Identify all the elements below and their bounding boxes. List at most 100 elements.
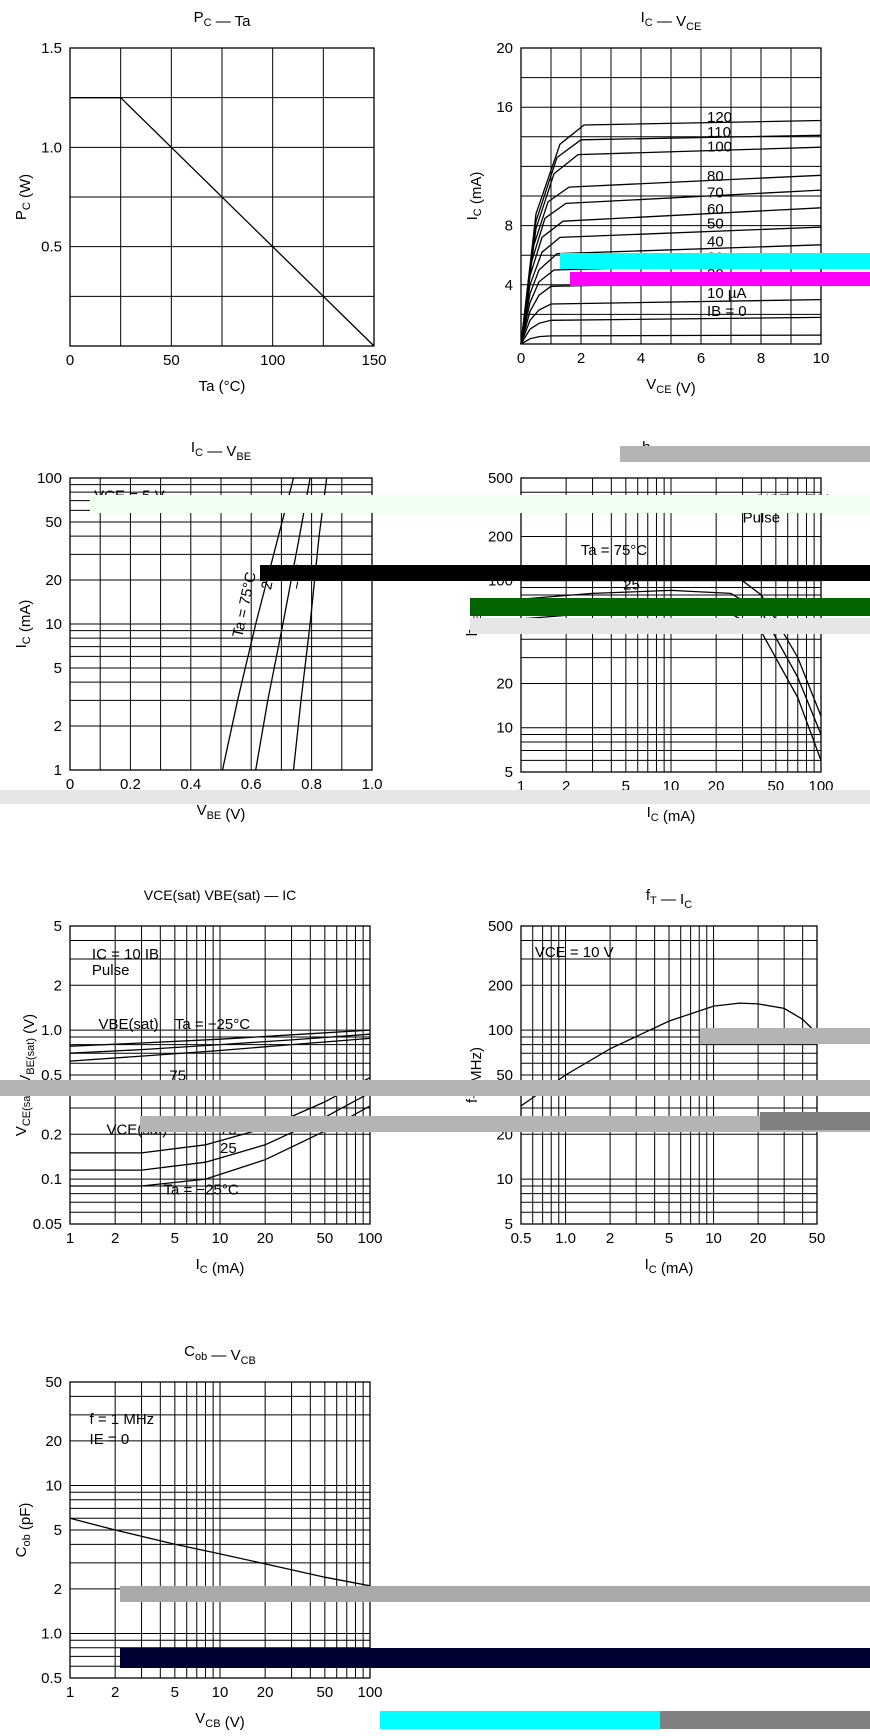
y-tick-label: 500 [488, 470, 513, 487]
y-tick-label: 1.5 [41, 40, 62, 57]
x-axis-label: IC (mA) [196, 1256, 245, 1277]
annotation-label: 40 [707, 233, 724, 250]
x-tick-label: 0 [66, 776, 74, 793]
annotation-label: IC = 10 IB [92, 946, 159, 963]
x-tick-label: 0.4 [180, 776, 201, 793]
y-tick-label: 5 [54, 1522, 62, 1539]
scan-artifact-band [570, 272, 870, 286]
x-tick-label: 0.5 [511, 1230, 532, 1247]
scan-artifact-band [470, 618, 870, 634]
scan-artifact-band [0, 1080, 870, 1096]
series-line-2 [255, 477, 311, 771]
chart-title: PC — Ta [194, 9, 252, 30]
annotation-label: 60 [707, 201, 724, 218]
scan-artifact-band [620, 446, 870, 462]
x-tick-label: 5 [622, 778, 630, 795]
y-axis-label: VCE(sat) VBE(sat) (V) [13, 1014, 38, 1136]
y-tick-label: 200 [488, 977, 513, 994]
x-tick-label: 100 [260, 352, 285, 369]
x-tick-label: 0.2 [120, 776, 141, 793]
x-axis-label: IC (mA) [647, 804, 696, 825]
x-tick-label: 1.0 [555, 1230, 576, 1247]
y-tick-label: 50 [496, 1067, 513, 1084]
series-line-2 [520, 589, 822, 735]
scan-artifact-band [380, 1711, 660, 1729]
y-tick-label: 1 [54, 762, 62, 779]
x-tick-label: 10 [705, 1230, 722, 1247]
x-tick-label: 1.0 [362, 776, 383, 793]
scan-artifact-band [0, 790, 870, 804]
chart-pc-ta: 0 50 100 150 0.5 1.0 1.5 PC — Ta Ta (°C) PC (W) [13, 9, 387, 395]
annotation-label: VCE = 10 V [535, 944, 614, 961]
series-line-1 [69, 1029, 371, 1047]
x-tick-label: 50 [809, 1230, 826, 1247]
annotation-label: 25 [220, 1140, 237, 1157]
scan-artifact-band [120, 1586, 870, 1602]
y-axis-label: IC (mA) [464, 172, 485, 221]
x-tick-label: 0.8 [301, 776, 322, 793]
scan-artifact-band [560, 253, 870, 269]
plot-frame [520, 925, 818, 1225]
y-tick-label: 50 [45, 1374, 62, 1391]
y-axis-label: PC (W) [13, 174, 34, 220]
series-line-1 [520, 1002, 818, 1107]
annotation-label: VBE(sat) [99, 1016, 159, 1033]
y-tick-label: 8 [505, 218, 513, 235]
x-tick-label: 100 [357, 1684, 382, 1701]
y-tick-label: 10 [45, 1477, 62, 1494]
plot-frame [69, 1381, 371, 1679]
series-line-1 [520, 334, 822, 345]
x-axis-label: Ta (°C) [199, 378, 246, 395]
annotation-label: Ta = −25°C [163, 1181, 238, 1198]
x-tick-label: 20 [257, 1230, 274, 1247]
y-tick-label: 5 [505, 764, 513, 781]
y-axis-label: Cob (pF) [13, 1503, 34, 1558]
series-line-7 [520, 226, 822, 345]
series-line-2 [69, 1033, 371, 1054]
series-line-5 [70, 1092, 371, 1171]
y-tick-label: 20 [496, 40, 513, 57]
y-tick-label: 5 [54, 918, 62, 935]
chart-title: Cob — VCB [184, 1343, 256, 1367]
x-tick-label: 50 [317, 1230, 334, 1247]
series-line-1 [69, 1517, 371, 1587]
y-tick-label: 1.0 [41, 139, 62, 156]
x-tick-label: 6 [697, 350, 705, 367]
x-tick-label: 0 [517, 350, 525, 367]
y-tick-label: 0.5 [41, 1067, 62, 1084]
y-tick-label: 4 [505, 277, 513, 294]
chart-cob-vcb: 1 2 5 10 20 50 100 0.5 1.0 2 5 10 20 50 Cob — VCB VCB (… [13, 1343, 383, 1731]
grid [69, 477, 373, 771]
x-tick-label: 2 [111, 1230, 119, 1247]
x-tick-label: 10 [212, 1684, 229, 1701]
scan-artifact-band [470, 598, 870, 616]
series-line-3 [520, 298, 822, 345]
annotation-label: 110 [707, 124, 731, 141]
annotation-label: 100 [707, 139, 732, 156]
chart-ic-vce: 0 2 4 6 8 10 4 8 16 20 IC — VCE VCE (V) IC (mA) 12011… [464, 9, 829, 397]
x-tick-label: 20 [750, 1230, 767, 1247]
y-tick-label: 0.5 [41, 1670, 62, 1687]
x-tick-label: 50 [163, 352, 180, 369]
annotation-label: Pulse [743, 509, 781, 526]
x-tick-label: 10 [813, 350, 830, 367]
y-tick-label: 5 [505, 1216, 513, 1233]
y-tick-label: 0.1 [41, 1171, 62, 1188]
y-tick-label: 200 [488, 528, 513, 545]
scan-artifact-band [90, 495, 870, 513]
y-tick-label: 100 [37, 470, 62, 487]
grid [520, 47, 822, 345]
chart-title: IC — VCE [641, 9, 702, 33]
chart-ic-vbe: 0 0.2 0.4 0.6 0.8 1.0 1 2 5 10 20 50 100 IC — VBE VBE … [13, 439, 382, 823]
x-tick-label: 2 [111, 1684, 119, 1701]
x-tick-label: 5 [171, 1230, 179, 1247]
x-tick-label: 1 [66, 1684, 74, 1701]
series-line-13 [520, 119, 822, 345]
y-tick-label: 20 [45, 1433, 62, 1450]
annotation-label: 80 [707, 168, 724, 185]
x-tick-label: 1 [517, 778, 525, 795]
y-tick-label: 100 [488, 1022, 513, 1039]
x-tick-label: 150 [361, 352, 386, 369]
annotation-label: f = 1 MHz [90, 1411, 155, 1428]
